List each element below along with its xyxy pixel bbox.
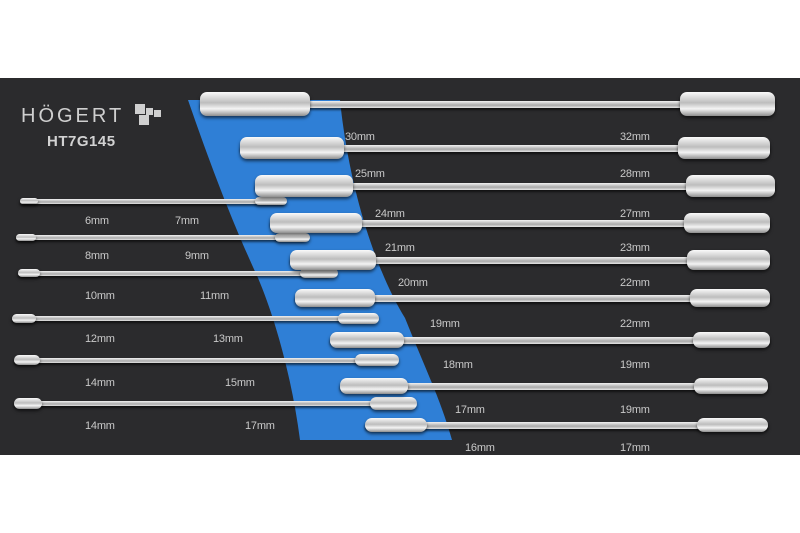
brand-logo-squares-icon <box>135 104 161 125</box>
wrench-ring-end <box>340 378 408 394</box>
size-label: 22mm <box>620 318 650 330</box>
wrench-ring-end <box>255 175 353 197</box>
brand-logo: HÖGERT <box>21 105 125 127</box>
wrench-open-end <box>687 250 770 270</box>
size-label: 11mm <box>200 290 229 302</box>
wrench-ring-end <box>355 354 399 366</box>
size-label: 16mm <box>465 442 495 454</box>
wrench-shaft <box>200 101 775 108</box>
size-label: 17mm <box>455 404 485 416</box>
wrench-open-end <box>686 175 775 197</box>
wrench-shaft <box>240 145 770 152</box>
wrench-shaft <box>295 295 770 302</box>
size-label: 30mm <box>345 131 375 143</box>
size-label: 14mm <box>85 420 115 432</box>
size-label: 9mm <box>185 250 209 262</box>
model-number: HT7G145 <box>47 133 116 150</box>
wrench-open-end <box>690 289 770 307</box>
wrench-ring-end <box>255 197 287 205</box>
wrench-open-end <box>697 417 768 433</box>
size-label: 28mm <box>620 168 650 180</box>
wrench-shaft <box>12 316 368 321</box>
wrench-ring-end <box>200 92 310 116</box>
wrench-shaft <box>18 271 330 276</box>
wrench-ring-end <box>290 250 376 270</box>
wrench-open-end <box>12 313 36 323</box>
size-label: 21mm <box>385 242 415 254</box>
size-label: 32mm <box>620 131 650 143</box>
size-label: 19mm <box>620 359 650 371</box>
size-label: 15mm <box>225 377 255 389</box>
wrench-ring-end <box>330 331 404 349</box>
size-label: 17mm <box>245 420 275 432</box>
size-label: 17mm <box>620 442 650 454</box>
wrench-ring-end <box>365 417 427 433</box>
wrench-open-end <box>684 212 770 234</box>
size-label: 7mm <box>175 215 199 227</box>
wrench-shaft <box>330 337 770 344</box>
wrench-open-end <box>18 269 40 277</box>
wrench-ring-end <box>240 136 344 160</box>
wrench-open-end <box>14 397 42 409</box>
wrench-shaft <box>340 383 768 390</box>
wrench-open-end <box>694 378 768 394</box>
wrench-ring-end <box>270 212 362 234</box>
wrench-ring-end <box>338 312 379 324</box>
size-label: 14mm <box>85 377 115 389</box>
wrench-shaft <box>270 220 770 227</box>
size-label: 20mm <box>398 277 428 289</box>
wrench-shaft <box>365 422 768 429</box>
size-label: 19mm <box>430 318 460 330</box>
wrench-shaft <box>290 257 770 264</box>
size-label: 25mm <box>355 168 385 180</box>
wrench-open-end <box>14 355 40 365</box>
wrench-ring-end <box>370 396 417 410</box>
size-label: 23mm <box>620 242 650 254</box>
size-label: 22mm <box>620 277 650 289</box>
wrench-open-end <box>16 233 36 241</box>
wrench-shaft <box>16 235 305 240</box>
wrench-open-end <box>678 136 770 160</box>
size-label: 19mm <box>620 404 650 416</box>
size-label: 12mm <box>85 333 115 345</box>
wrench-shaft <box>255 183 775 190</box>
size-label: 13mm <box>213 333 243 345</box>
wrench-shaft <box>14 358 385 363</box>
wrench-shaft <box>20 199 285 204</box>
size-label: 8mm <box>85 250 109 262</box>
foam-tray: HÖGERT HT7G145 6mm 7mm 8mm 9mm 10mm 11mm 12mm 1… <box>0 78 800 455</box>
size-label: 18mm <box>443 359 473 371</box>
wrench-shaft <box>14 401 400 406</box>
wrench-ring-end <box>295 289 375 307</box>
wrench-open-end <box>693 331 770 349</box>
wrench-open-end <box>680 92 775 116</box>
size-label: 10mm <box>85 290 115 302</box>
size-label: 6mm <box>85 215 109 227</box>
size-label: 27mm <box>620 208 650 220</box>
size-label: 24mm <box>375 208 405 220</box>
wrench-ring-end <box>275 232 310 242</box>
wrench-ring-end <box>300 268 338 278</box>
wrench-open-end <box>20 198 38 204</box>
